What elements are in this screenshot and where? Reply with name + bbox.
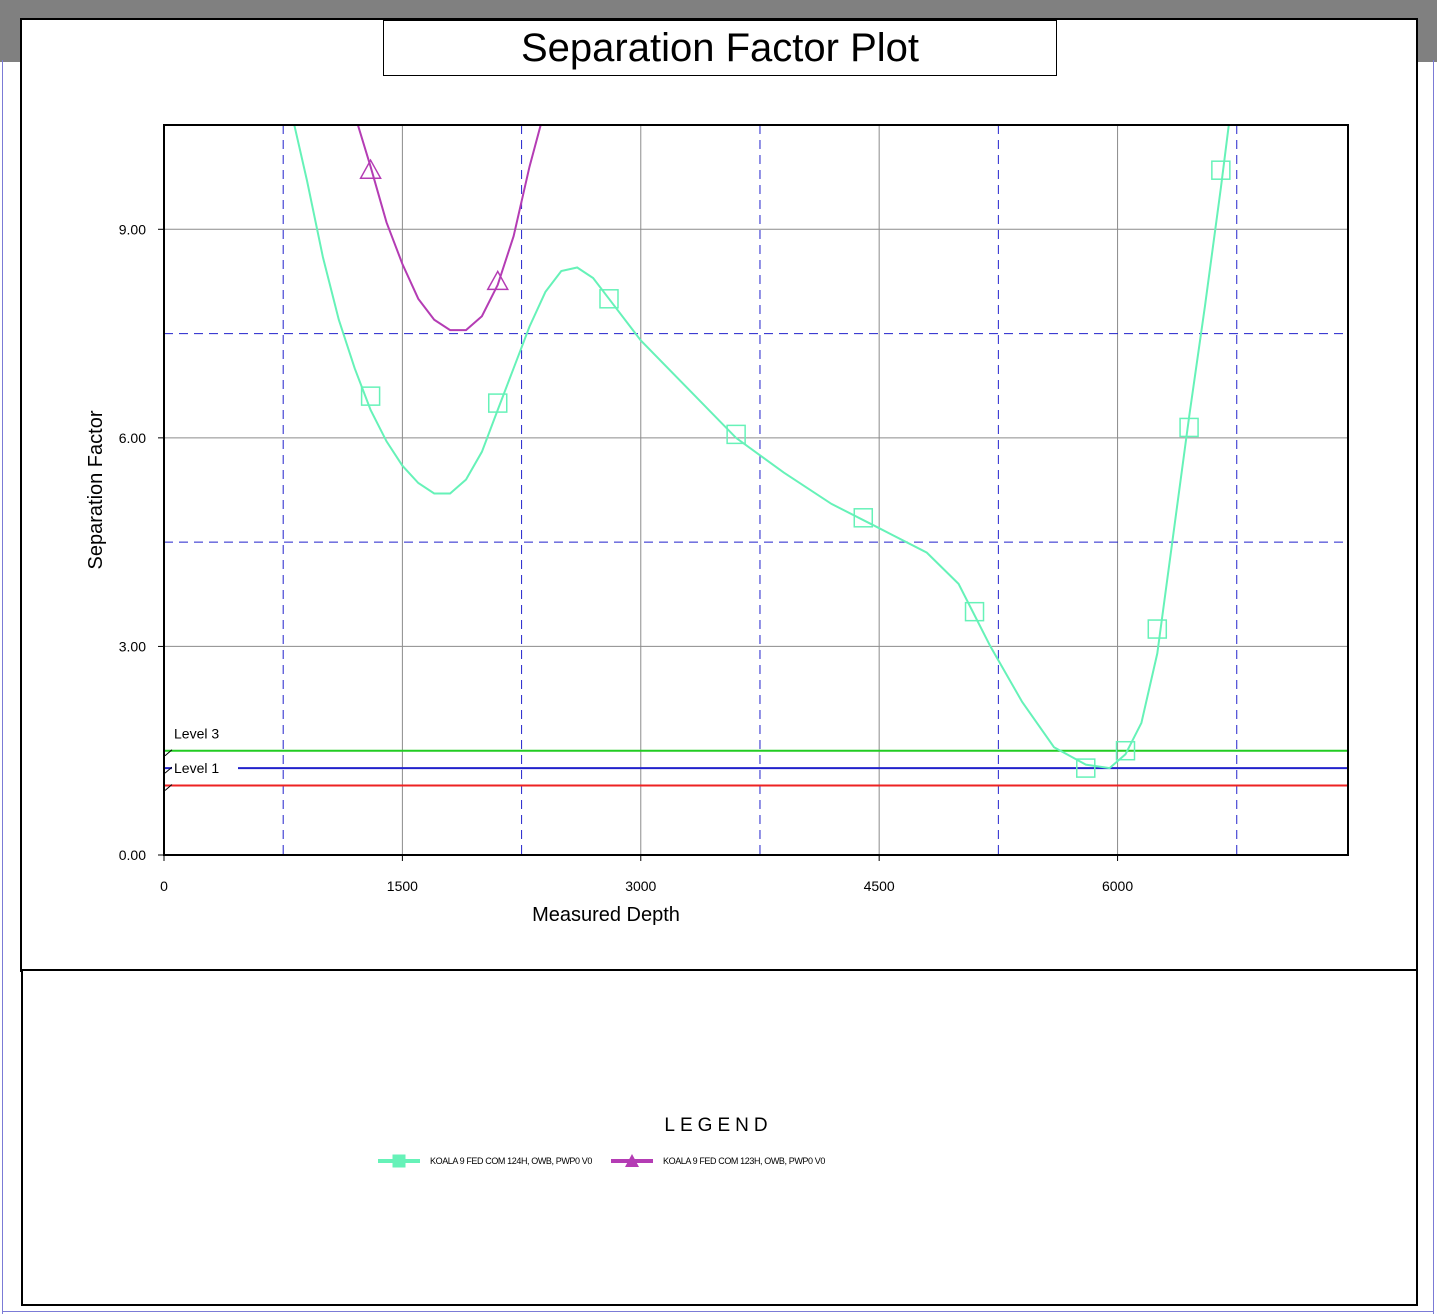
separation-factor-chart: Level 3 Level 1 0 1500 3000 4500 6000 0.00 3.00 6… bbox=[85, 124, 1349, 926]
data-point-square bbox=[1115, 740, 1136, 761]
page-border-right bbox=[1433, 60, 1434, 1314]
y-tick-label: 3.00 bbox=[119, 638, 146, 654]
reference-label-bg bbox=[172, 759, 238, 778]
legend-panel bbox=[21, 969, 1418, 1306]
data-point-square bbox=[599, 289, 619, 309]
data-point-square bbox=[487, 393, 508, 413]
x-tick-label: 0 bbox=[160, 878, 168, 894]
plot-area-border bbox=[163, 124, 1349, 856]
page-border-bottom bbox=[2, 1311, 1434, 1312]
plot-panel bbox=[20, 18, 1418, 972]
legend-label-123h: KOALA 9 FED COM 123H, OWB, PWP0 V0 bbox=[663, 1156, 825, 1166]
y-tick-label: 9.00 bbox=[119, 221, 146, 237]
reference-tick bbox=[164, 766, 173, 774]
y-tick-label: 0.00 bbox=[119, 847, 146, 863]
reference-line-label: Level 3 bbox=[174, 726, 219, 742]
data-point-square bbox=[1147, 619, 1168, 639]
x-tick-label: 3000 bbox=[625, 878, 656, 894]
data-point-square bbox=[360, 386, 381, 406]
reference-label-bg bbox=[172, 722, 238, 743]
y-tick-label: 6.00 bbox=[119, 430, 146, 446]
x-axis-label: Measured Depth bbox=[532, 904, 680, 926]
data-point-triangle bbox=[359, 158, 382, 179]
data-point-square bbox=[853, 508, 874, 528]
x-tick-label: 1500 bbox=[387, 878, 418, 894]
legend-entry-123h: KOALA 9 FED COM 123H, OWB, PWP0 V0 bbox=[611, 1152, 825, 1170]
triangle-marker-icon bbox=[611, 1154, 653, 1167]
chart-title: Separation Factor Plot bbox=[383, 20, 1057, 76]
series-line bbox=[356, 125, 542, 332]
data-point-square bbox=[1211, 160, 1231, 180]
legend-label-124h: KOALA 9 FED COM 124H, OWB, PWP0 V0 bbox=[430, 1156, 592, 1166]
x-tick-label: 4500 bbox=[864, 878, 895, 894]
data-point-triangle bbox=[486, 269, 510, 291]
data-point-square bbox=[1076, 758, 1096, 778]
reference-line-label: Level 1 bbox=[174, 760, 219, 776]
legend-title: LEGEND bbox=[664, 1115, 773, 1136]
reference-tick bbox=[164, 784, 173, 791]
x-tick-label: 6000 bbox=[1102, 878, 1133, 894]
series-line bbox=[293, 125, 1230, 770]
data-point-square bbox=[964, 601, 985, 622]
data-point-square bbox=[726, 424, 746, 445]
data-point-square bbox=[1179, 417, 1199, 438]
legend-entry-124h: KOALA 9 FED COM 124H, OWB, PWP0 V0 bbox=[378, 1152, 592, 1170]
y-axis-label: Separation Factor bbox=[85, 410, 107, 569]
page-border-left bbox=[2, 60, 3, 1314]
reference-tick bbox=[164, 749, 173, 757]
square-marker-icon bbox=[378, 1154, 420, 1168]
